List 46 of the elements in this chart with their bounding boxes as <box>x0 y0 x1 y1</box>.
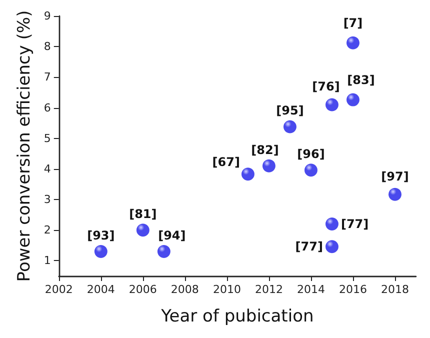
x-tick-label: 2004 <box>86 283 115 296</box>
annotation: [96] <box>297 147 325 162</box>
y-tick-label: 6 <box>44 101 51 114</box>
annotation: [94] <box>158 228 186 243</box>
point <box>283 120 296 134</box>
annotation: [7] <box>343 16 363 30</box>
annotation: [77] <box>340 217 369 231</box>
y-axis-title: Power conversion efficiency (%) <box>14 10 34 282</box>
point <box>136 224 150 237</box>
annotation: [95] <box>276 104 304 118</box>
y-tick-label: 2 <box>44 224 51 237</box>
point <box>241 168 254 181</box>
annotation: [83] <box>347 72 375 87</box>
y-tick-label: 8 <box>44 40 51 54</box>
y-tick-label: 1 <box>44 254 51 268</box>
point <box>304 164 318 177</box>
point <box>262 159 276 172</box>
x-tick-label: 2008 <box>170 283 199 296</box>
annotation: [77] <box>295 240 323 254</box>
annotation: [67] <box>212 155 240 170</box>
point <box>346 93 360 106</box>
x-tick-label: 2016 <box>338 283 367 296</box>
x-tick-label: 2012 <box>254 283 283 296</box>
annotation: [82] <box>251 142 279 157</box>
annotation: [93] <box>87 228 115 243</box>
point <box>325 98 338 112</box>
point <box>388 188 402 201</box>
x-tick-label: 2014 <box>296 283 325 296</box>
y-tick-label: 4 <box>44 162 51 176</box>
point <box>94 245 108 258</box>
x-tick-label: 2010 <box>212 283 241 296</box>
x-tick-label: 2018 <box>380 283 409 296</box>
point <box>346 36 360 50</box>
y-tick-label: 9 <box>44 10 51 22</box>
x-tick-label: 2002 <box>44 283 73 296</box>
y-tick-label: 3 <box>44 193 51 206</box>
x-axis-title: Year of pubication <box>160 306 314 326</box>
point <box>325 240 338 254</box>
annotation: [97] <box>381 169 409 184</box>
point <box>325 218 338 230</box>
x-tick-label: 2006 <box>128 283 157 296</box>
y-tick-label: 7 <box>44 70 51 84</box>
point <box>157 245 170 258</box>
y-tick-label: 5 <box>44 132 51 145</box>
annotation: [81] <box>129 207 157 222</box>
annotation: [76] <box>312 80 340 94</box>
